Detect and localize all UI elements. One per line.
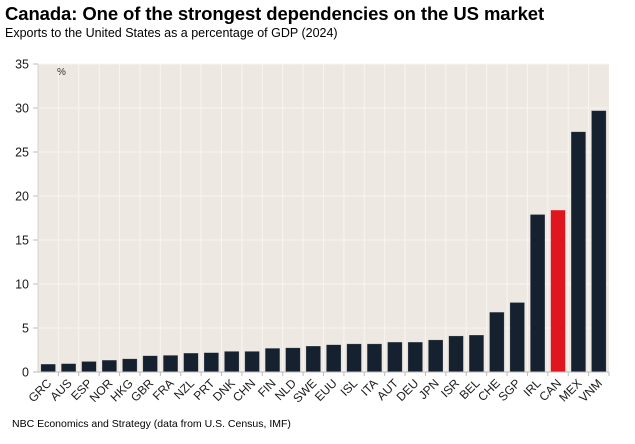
bar-fra bbox=[162, 354, 179, 373]
x-tick-label: ISR bbox=[438, 376, 462, 400]
x-tick-label: CHN bbox=[230, 376, 258, 404]
bar-aus bbox=[60, 363, 77, 373]
bar-grc bbox=[40, 363, 56, 373]
bar-euu bbox=[326, 344, 342, 373]
y-tick-labels: 0 5 10 15 20 25 30 35 bbox=[15, 58, 29, 380]
bar-ita bbox=[366, 343, 383, 373]
y-tick-label: 15 bbox=[15, 234, 29, 248]
x-tick-labels: GRCAUSESPNORHKGGBRFRANZLPRTDNKCHNFINNLDS… bbox=[26, 376, 605, 406]
y-tick-label: 5 bbox=[22, 322, 29, 336]
bar-esp bbox=[81, 361, 97, 373]
bar-mex bbox=[570, 131, 587, 373]
bar-prt bbox=[203, 352, 219, 373]
x-tick-label: SGP bbox=[496, 376, 524, 404]
bar-aut bbox=[387, 341, 403, 373]
chart-subtitle: Exports to the United States as a percen… bbox=[5, 26, 338, 40]
bar-gbr bbox=[142, 355, 158, 373]
y-tick-label: 0 bbox=[22, 366, 29, 380]
y-tick-label: 20 bbox=[15, 190, 29, 204]
bar-can bbox=[550, 209, 566, 373]
y-tick-label: 10 bbox=[15, 278, 29, 292]
bar-nor bbox=[101, 359, 118, 373]
x-tick-label: ISL bbox=[338, 376, 361, 399]
chart-title: Canada: One of the strongest dependencie… bbox=[5, 3, 545, 24]
x-tick-label: VNM bbox=[576, 376, 605, 405]
bar-nzl bbox=[183, 352, 199, 373]
y-tick-label: 30 bbox=[15, 102, 29, 116]
bar-deu bbox=[407, 341, 423, 373]
bar-nld bbox=[285, 347, 301, 373]
bars bbox=[40, 110, 607, 373]
unit-label: % bbox=[57, 67, 66, 78]
bar-chn bbox=[244, 351, 260, 373]
bar-swe bbox=[305, 345, 321, 373]
bar-fin bbox=[264, 347, 281, 373]
axes bbox=[33, 63, 610, 376]
bar-jpn bbox=[428, 339, 444, 373]
bar-hkg bbox=[122, 358, 138, 373]
y-tick-label: 35 bbox=[15, 58, 29, 72]
bar-dnk bbox=[224, 351, 240, 373]
bar-che bbox=[489, 311, 505, 373]
x-tick-label: JPN bbox=[416, 376, 442, 402]
source-note: NBC Economics and Strategy (data from U.… bbox=[12, 418, 291, 430]
gridlines bbox=[38, 63, 609, 372]
y-tick-label: 25 bbox=[15, 146, 29, 160]
bar-vnm bbox=[591, 110, 607, 373]
bar-bel bbox=[468, 334, 485, 373]
bar-isr bbox=[448, 335, 464, 373]
x-tick-label: EUU bbox=[312, 376, 340, 404]
bar-irl bbox=[529, 214, 546, 373]
bar-sgp bbox=[509, 302, 525, 373]
bar-isl bbox=[346, 343, 362, 373]
